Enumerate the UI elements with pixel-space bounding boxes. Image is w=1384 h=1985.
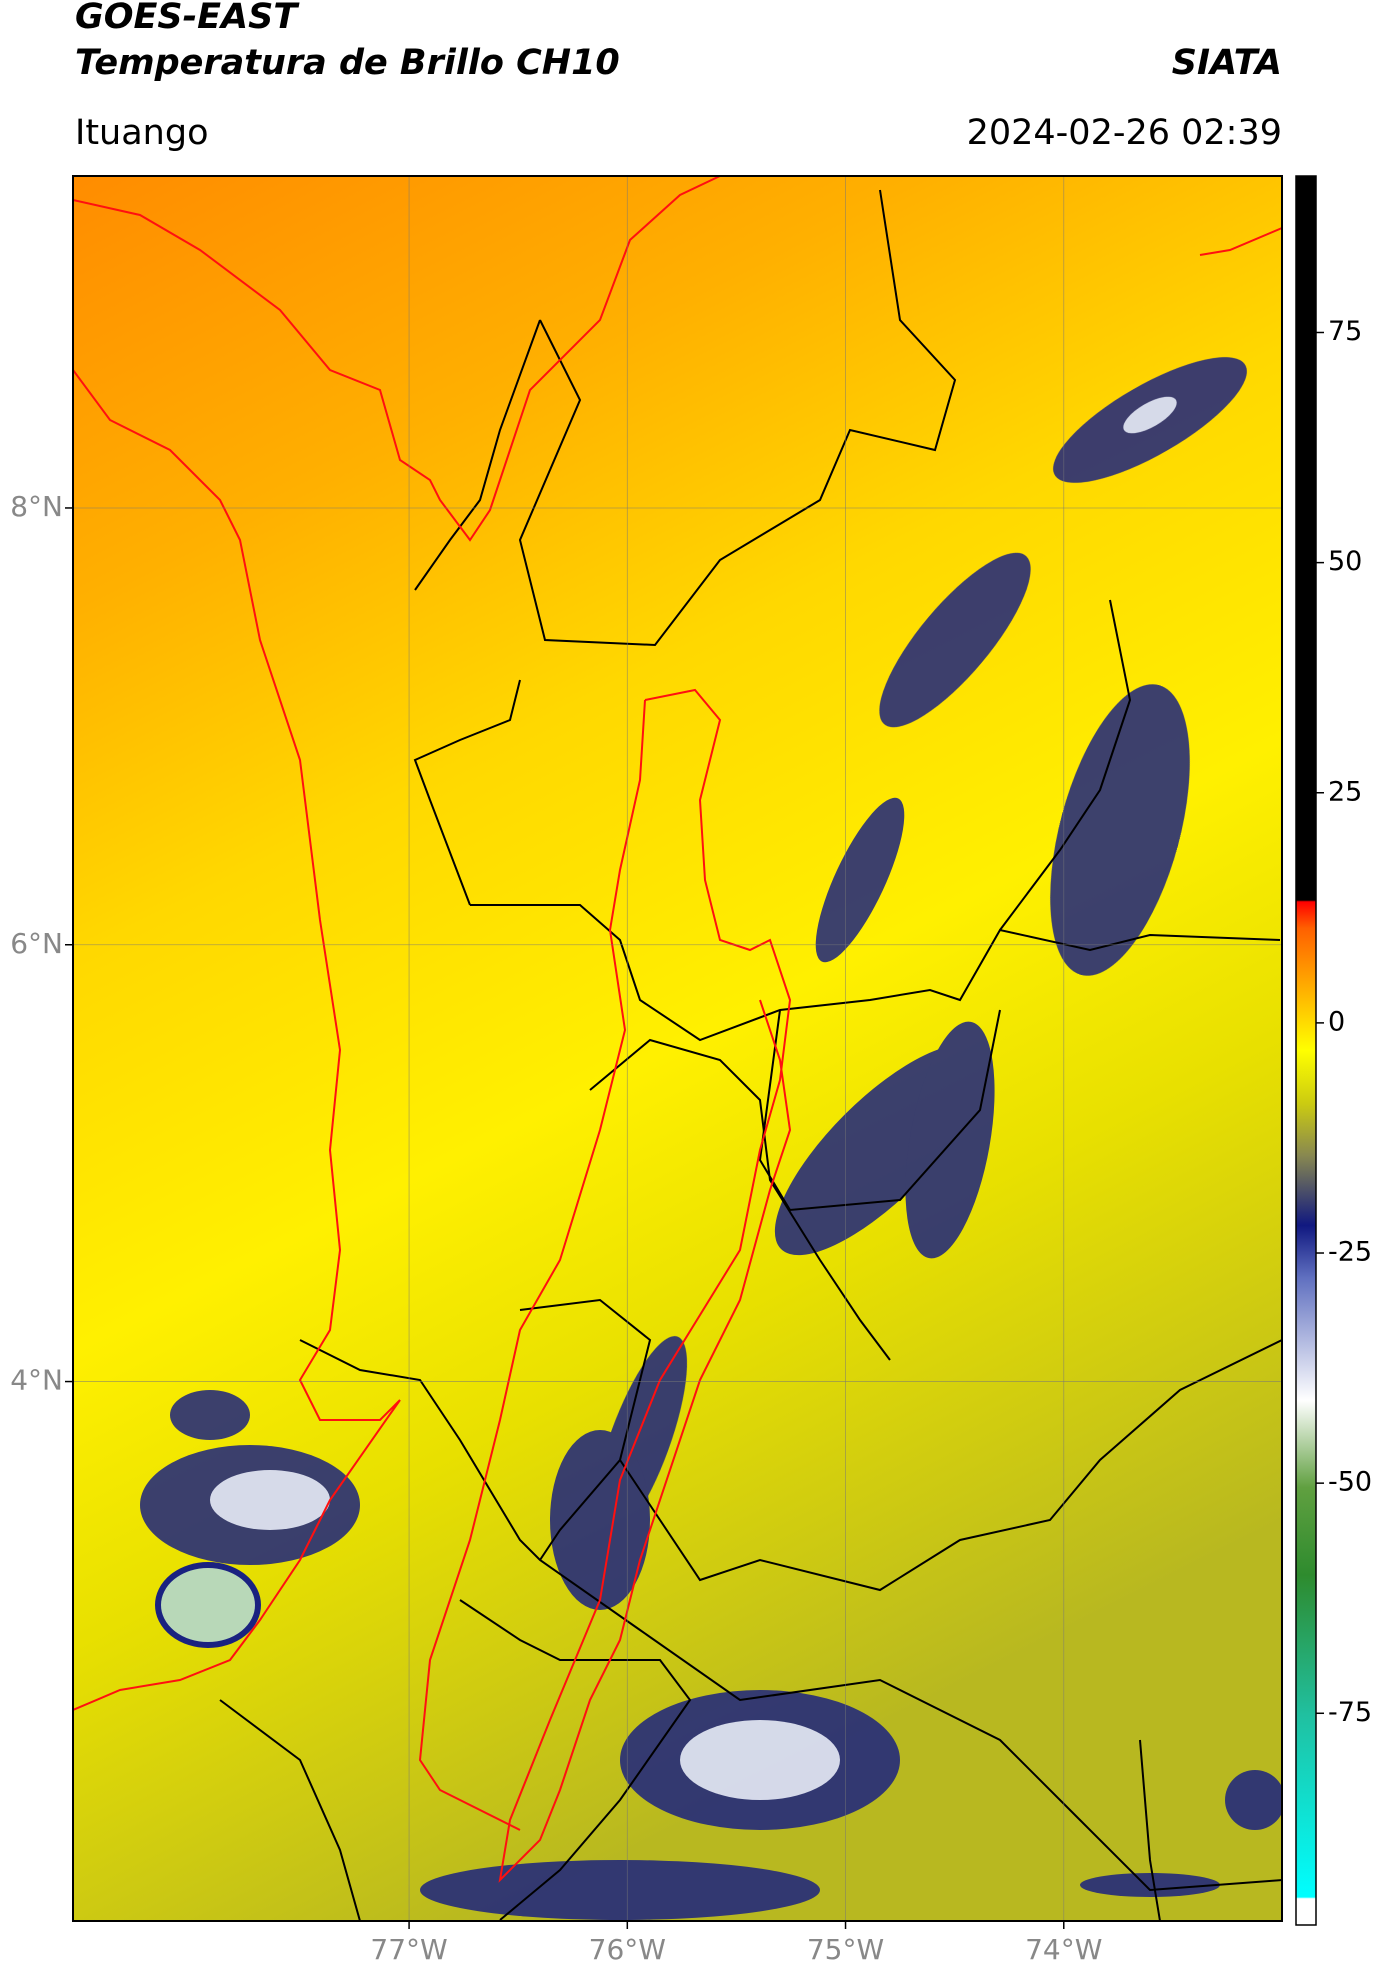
colorbar-tick-label: 0 — [1328, 1006, 1345, 1037]
source: SIATA — [1172, 43, 1282, 83]
x-tick-label: 77°W — [370, 1933, 447, 1966]
y-tick-label: 8°N — [10, 490, 63, 523]
cold-cloud-tops — [140, 357, 1282, 1920]
colorbar-tick-label: -25 — [1328, 1237, 1372, 1268]
colorbar-tick-label: 50 — [1328, 546, 1362, 577]
cold-cell — [155, 1562, 261, 1648]
map-frame — [72, 175, 1283, 1922]
colorbar-tick-label: -50 — [1328, 1467, 1372, 1498]
title-line1: GOES-EAST — [75, 0, 300, 37]
very-cold-cloud-tops — [210, 396, 1177, 1800]
title-line2: Temperatura de Brillo CH10 — [75, 43, 620, 83]
x-tick-label: 74°W — [1025, 1933, 1102, 1966]
basin-and-coast — [73, 176, 1282, 1883]
colorbar — [1295, 175, 1317, 1926]
map-imagery — [73, 176, 1282, 1921]
colorbar-tick-label: 25 — [1328, 776, 1362, 807]
datetime: 2024-02-26 02:39 — [967, 113, 1282, 153]
region: Ituango — [75, 113, 209, 153]
colorbar-tick-label: 75 — [1328, 316, 1362, 347]
x-tick-label: 75°W — [807, 1933, 884, 1966]
y-tick-label: 4°N — [10, 1364, 63, 1397]
graticule — [73, 176, 1282, 1921]
colorbar-tick-label: -75 — [1328, 1697, 1372, 1728]
y-tick-label: 6°N — [10, 927, 63, 960]
x-tick-label: 76°W — [589, 1933, 666, 1966]
